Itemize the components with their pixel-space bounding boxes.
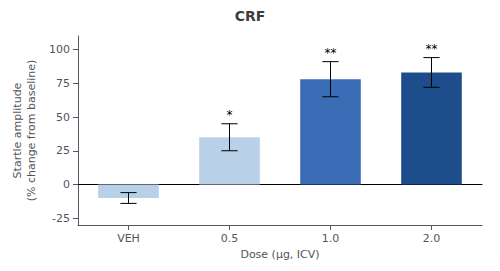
svg-text:*: * xyxy=(227,108,233,122)
svg-text:CRF: CRF xyxy=(235,8,266,24)
svg-text:25: 25 xyxy=(56,144,70,157)
svg-text:50: 50 xyxy=(56,111,70,124)
svg-text:-25: -25 xyxy=(52,212,70,225)
svg-text:(% change from baseline): (% change from baseline) xyxy=(25,60,38,202)
svg-text:2.0: 2.0 xyxy=(423,232,441,245)
svg-text:VEH: VEH xyxy=(117,232,140,245)
svg-text:0.5: 0.5 xyxy=(221,232,239,245)
svg-text:**: ** xyxy=(325,46,337,60)
svg-text:75: 75 xyxy=(56,77,70,90)
svg-text:**: ** xyxy=(426,42,438,56)
svg-text:Dose (μg, ICV): Dose (μg, ICV) xyxy=(240,248,319,261)
svg-text:1.0: 1.0 xyxy=(322,232,340,245)
svg-text:0: 0 xyxy=(63,178,70,191)
svg-text:100: 100 xyxy=(49,43,70,56)
svg-text:Startle amplitude: Startle amplitude xyxy=(11,82,24,178)
